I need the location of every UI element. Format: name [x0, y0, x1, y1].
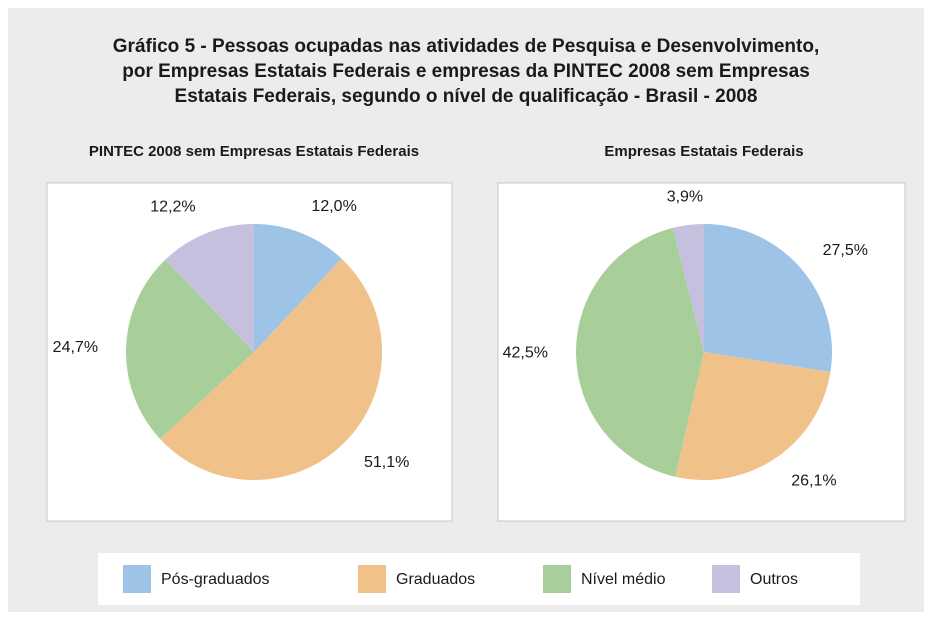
data-label: 24,7% — [53, 339, 98, 356]
pie-slice — [165, 224, 254, 352]
legend-swatch — [543, 565, 571, 593]
data-label: 12,0% — [311, 198, 356, 215]
title-line: Estatais Federais, segundo o nível de qu… — [175, 86, 758, 107]
pie-slice — [160, 258, 383, 481]
pie-slice — [675, 352, 831, 481]
legend-label: Nível médio — [581, 571, 666, 588]
pie-slice — [254, 224, 342, 352]
data-label: 42,5% — [503, 345, 548, 362]
pie-slice — [704, 224, 832, 373]
data-label: 12,2% — [150, 199, 195, 216]
data-label: 27,5% — [823, 242, 868, 259]
legend-label: Outros — [750, 571, 798, 588]
title-line: por Empresas Estatais Federais e empresa… — [122, 61, 810, 82]
legend-swatch — [358, 565, 386, 593]
data-label: 51,1% — [364, 454, 409, 471]
title-line: Gráfico 5 - Pessoas ocupadas nas ativida… — [113, 36, 819, 57]
data-label: 3,9% — [667, 188, 703, 205]
data-label: 26,1% — [791, 473, 836, 490]
legend-label: Graduados — [396, 571, 475, 588]
legend-swatch — [123, 565, 151, 593]
pie-slice — [576, 227, 704, 477]
pie-slice — [672, 224, 704, 352]
legend-label: Pós-graduados — [161, 571, 270, 588]
chart-subtitle: PINTEC 2008 sem Empresas Estatais Federa… — [89, 143, 419, 160]
pie-slice — [125, 259, 254, 440]
legend-swatch — [712, 565, 740, 593]
chart-subtitle: Empresas Estatais Federais — [604, 143, 803, 160]
